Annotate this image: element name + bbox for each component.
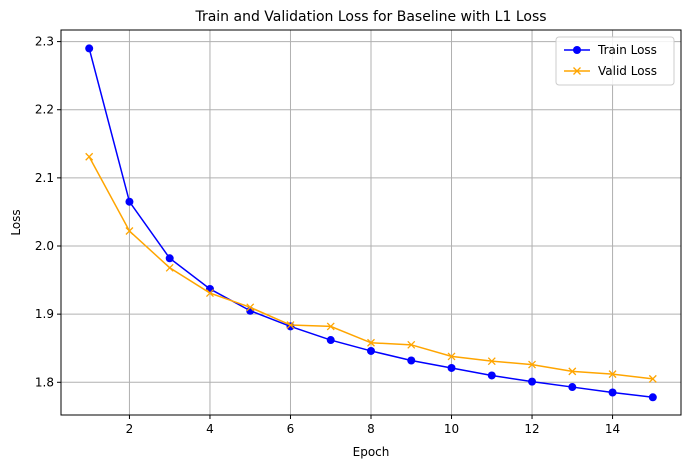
data-point <box>528 377 537 386</box>
x-axis: 2 4 6 8 10 12 14 <box>126 415 620 436</box>
data-point <box>568 367 577 376</box>
data-point <box>407 356 416 365</box>
y-tick-label: 2.2 <box>35 103 54 117</box>
data-point <box>608 370 617 379</box>
legend-marker <box>573 67 581 75</box>
data-point <box>326 336 335 345</box>
data-point <box>608 388 617 397</box>
legend-entry: Valid Loss <box>564 64 657 78</box>
data-point <box>447 363 456 372</box>
y-axis-label: Loss <box>9 209 23 235</box>
grid <box>61 30 681 415</box>
x-tick-label: 2 <box>126 422 134 436</box>
series-layer <box>85 44 657 402</box>
data-point <box>125 227 134 235</box>
data-point <box>407 340 416 349</box>
x-tick-label: 12 <box>524 422 539 436</box>
data-point <box>487 371 496 380</box>
x-axis-label: Epoch <box>353 445 390 459</box>
data-point <box>165 254 174 263</box>
x-tick-label: 14 <box>605 422 620 436</box>
data-point <box>447 352 456 361</box>
data-point <box>85 44 94 53</box>
data-point <box>367 338 375 347</box>
data-point <box>125 197 134 206</box>
data-point <box>326 322 335 331</box>
data-point <box>286 321 295 330</box>
data-point <box>246 303 255 312</box>
x-tick-label: 6 <box>287 422 295 436</box>
data-point <box>568 383 577 392</box>
data-point <box>528 360 536 369</box>
data-point <box>165 263 174 272</box>
data-point <box>648 374 657 383</box>
x-tick-label: 10 <box>444 422 459 436</box>
legend: Train Loss Valid Loss <box>555 36 675 86</box>
data-point <box>206 289 214 297</box>
y-tick-label: 1.9 <box>35 307 54 321</box>
data-point <box>487 357 496 366</box>
data-point <box>85 152 94 161</box>
legend-label: Valid Loss <box>598 64 657 78</box>
legend-label: Train Loss <box>597 43 657 57</box>
data-point <box>648 393 657 402</box>
y-tick-label: 2.0 <box>35 239 54 253</box>
legend-box <box>555 36 675 86</box>
y-axis: 1.8 1.9 2.0 2.1 2.2 2.3 <box>35 35 61 389</box>
x-tick-label: 4 <box>206 422 214 436</box>
y-tick-label: 1.8 <box>35 375 54 389</box>
y-tick-label: 2.3 <box>35 35 54 49</box>
data-point <box>367 346 375 355</box>
chart-title: Train and Validation Loss for Baseline w… <box>194 9 546 25</box>
legend-entry: Train Loss <box>564 43 657 57</box>
series-valid-loss <box>85 152 657 383</box>
x-tick-label: 8 <box>367 422 375 436</box>
legend-marker <box>573 46 581 54</box>
y-tick-label: 2.1 <box>35 171 54 185</box>
